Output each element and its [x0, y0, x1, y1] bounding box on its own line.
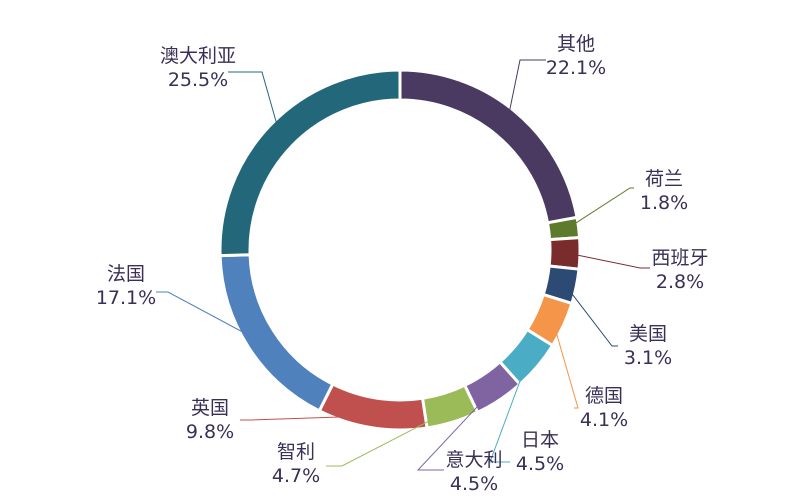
- slice-1: [545, 215, 582, 242]
- leader-line-5: [489, 358, 529, 463]
- labels-group: 其他22.1%荷兰1.8%西班牙2.8%美国3.1%德国4.1%日本4.5%意大…: [96, 33, 709, 495]
- slice-label-value-0: 22.1%: [546, 57, 606, 79]
- leader-line-6: [416, 389, 494, 471]
- slice-label-name-2: 西班牙: [651, 247, 708, 269]
- slice-label-value-8: 9.8%: [186, 421, 234, 443]
- slice-label-value-9: 17.1%: [96, 287, 156, 309]
- leader-line-8: [240, 415, 374, 421]
- leader-line-9: [156, 291, 259, 341]
- slice-label-value-5: 4.5%: [516, 453, 564, 475]
- slice-label-value-2: 2.8%: [656, 271, 704, 293]
- slice-label-value-7: 4.7%: [272, 465, 320, 487]
- slice-label-name-7: 智利: [277, 441, 315, 463]
- slice-label-value-3: 3.1%: [624, 347, 672, 369]
- slice-label-name-6: 意大利: [445, 449, 502, 471]
- slice-2: [547, 235, 582, 271]
- slice-label-value-10: 25.5%: [168, 69, 228, 91]
- slice-label-name-5: 日本: [521, 429, 559, 451]
- slice-7: [420, 383, 480, 430]
- slice-label-name-8: 英国: [191, 397, 229, 419]
- slice-label-name-10: 澳大利亚: [160, 45, 236, 67]
- leader-line-4: [552, 319, 579, 409]
- slice-10: [218, 68, 402, 258]
- slice-8: [317, 382, 429, 432]
- leader-lines-group: [156, 59, 650, 471]
- leader-line-10: [228, 71, 280, 134]
- leader-line-1: [566, 187, 634, 230]
- slice-label-value-6: 4.5%: [450, 473, 498, 495]
- slice-label-name-3: 美国: [629, 323, 667, 345]
- slice-0: [398, 68, 579, 225]
- slice-label-name-1: 荷兰: [645, 168, 683, 190]
- slice-9: [218, 253, 335, 413]
- leader-line-2: [567, 252, 650, 269]
- slice-label-value-1: 1.8%: [640, 192, 688, 214]
- slice-label-name-0: 其他: [557, 33, 595, 55]
- slice-label-name-4: 德国: [585, 385, 623, 407]
- slice-label-name-9: 法国: [107, 263, 145, 285]
- leader-line-3: [564, 283, 618, 347]
- leader-line-0: [507, 59, 546, 121]
- slice-label-value-4: 4.1%: [580, 409, 628, 431]
- slices-group: [218, 68, 582, 432]
- leader-line-7: [326, 410, 450, 467]
